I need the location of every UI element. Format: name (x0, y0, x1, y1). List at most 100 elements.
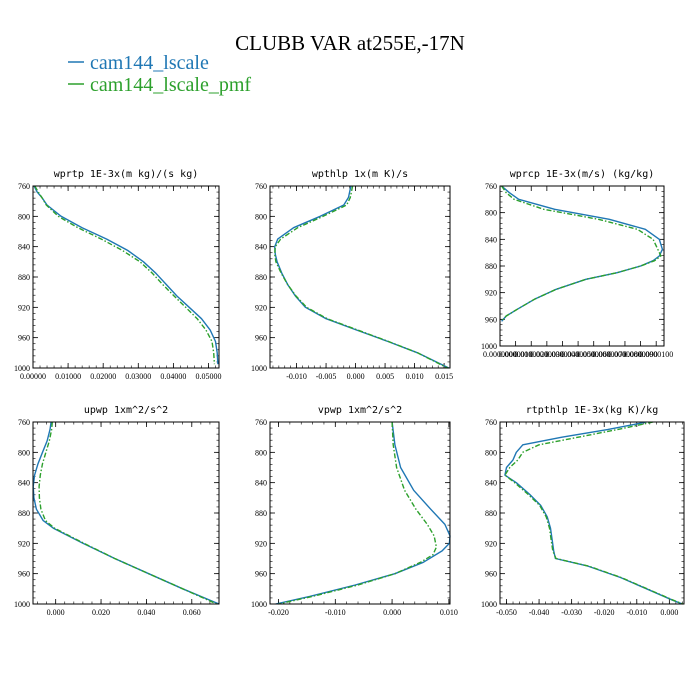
x-tick-label: 0.040 (137, 608, 155, 617)
x-tick-label: 0.05000 (195, 372, 221, 381)
x-tick-label: -0.005 (316, 372, 337, 381)
y-tick-label: 840 (18, 479, 30, 488)
x-tick-label: -0.020 (268, 608, 289, 617)
x-tick-label: 0.0000090 (624, 350, 658, 359)
x-tick-label: 0.000 (47, 608, 65, 617)
y-tick-label: 760 (18, 418, 30, 427)
x-tick-label: 0.000 (347, 372, 365, 381)
y-tick-label: 760 (255, 182, 267, 191)
y-tick-label: 1000 (251, 600, 267, 609)
y-tick-label: 1000 (481, 342, 497, 351)
y-tick-label: 840 (485, 235, 497, 244)
y-tick-label: 800 (255, 212, 267, 221)
x-tick-label: 0.010 (440, 608, 458, 617)
figure-title: CLUBB VAR at255E,-17N (235, 31, 465, 55)
y-tick-label: 880 (255, 509, 267, 518)
x-tick-label: -0.030 (561, 608, 582, 617)
y-tick-label: 920 (485, 539, 497, 548)
x-tick-label: 0.0000100 (639, 350, 673, 359)
y-tick-label: 1000 (14, 600, 30, 609)
panel-4: vpwp 1xm^2/s^2 -0.020 -0.010 0.000 0.010 760 8… (251, 405, 458, 617)
x-tick-label: -0.010 (325, 608, 346, 617)
x-tick-label: 0.010 (406, 372, 424, 381)
legend: cam144_lscale cam144_lscale_pmf (68, 52, 251, 96)
x-tick-label: 0.0000080 (608, 350, 642, 359)
panel-title: wprcp 1E-3x(m/s) (kg/kg) (510, 169, 655, 180)
x-tick-label: 0.000 (383, 608, 401, 617)
x-tick-label: 0.00000 (20, 372, 46, 381)
y-tick-label: 960 (255, 570, 267, 579)
x-tick-label: 0.0000040 (545, 350, 579, 359)
x-tick-label: -0.010 (626, 608, 647, 617)
x-tick-label: -0.040 (529, 608, 550, 617)
x-tick-label: 0.02000 (90, 372, 116, 381)
x-tick-label: 0.0000060 (577, 350, 611, 359)
x-tick-label: 0.060 (183, 608, 201, 617)
x-tick-label: 0.0000020 (514, 350, 548, 359)
y-tick-label: 920 (255, 303, 267, 312)
y-tick-label: 1000 (14, 364, 30, 373)
series-line-lscale (275, 421, 451, 605)
y-tick-label: 920 (485, 289, 497, 298)
x-tick-label: 0.020 (92, 608, 110, 617)
panel-title: vpwp 1xm^2/s^2 (318, 405, 402, 416)
y-tick-label: 880 (18, 509, 30, 518)
y-tick-label: 800 (485, 209, 497, 218)
plot-frame (499, 185, 665, 347)
y-tick-label: 960 (18, 334, 30, 343)
panel-5: rtpthlp 1E-3x(kg K)/kg -0.050 -0.040 -0.030… (481, 405, 685, 617)
series-line-lscale-pmf (278, 421, 438, 605)
y-tick-label: 800 (485, 448, 497, 457)
plot-frame (269, 421, 451, 605)
y-tick-label: 840 (255, 479, 267, 488)
y-tick-label: 880 (255, 273, 267, 282)
y-tick-label: 760 (485, 418, 497, 427)
y-tick-label: 840 (255, 243, 267, 252)
y-tick-label: 840 (485, 479, 497, 488)
panel-title: upwp 1xm^2/s^2 (84, 405, 168, 416)
panel-3: upwp 1xm^2/s^2 0.000 0.020 0.040 0.060 760 800… (14, 405, 220, 617)
series-line-lscale (33, 185, 219, 365)
panel-2: wprcp 1E-3x(m/s) (kg/kg)0.00000000.00000… (481, 169, 673, 359)
x-tick-label: 0.0000000 (483, 350, 517, 359)
y-tick-label: 920 (18, 303, 30, 312)
y-tick-label: 800 (18, 212, 30, 221)
series-line-lscale (504, 421, 683, 605)
series-line-lscale (501, 185, 664, 322)
x-tick-label: -0.010 (286, 372, 307, 381)
x-tick-label: -0.050 (496, 608, 517, 617)
y-tick-label: 760 (485, 182, 497, 191)
x-tick-label: 0.0000010 (499, 350, 533, 359)
series-line-lscale-pmf (274, 185, 448, 369)
y-tick-label: 1000 (481, 600, 497, 609)
plot-frame (32, 185, 220, 369)
panel-0: wprtp 1E-3x(m kg)/(s kg) 0.00000 0.01000 0.… (14, 169, 221, 381)
y-tick-label: 880 (485, 509, 497, 518)
x-tick-label: 0.0000030 (530, 350, 564, 359)
x-tick-label: 0.04000 (160, 372, 186, 381)
series-line-lscale-pmf (38, 421, 217, 605)
series-line-lscale-pmf (34, 185, 216, 365)
y-tick-label: 920 (255, 539, 267, 548)
legend-label-1: cam144_lscale_pmf (90, 74, 251, 96)
panel-title: rtpthlp 1E-3x(kg K)/kg (526, 405, 658, 416)
y-tick-label: 800 (255, 448, 267, 457)
panel-title: wpthlp 1x(m K)/s (312, 169, 408, 180)
y-tick-label: 760 (255, 418, 267, 427)
series-line-lscale (32, 421, 220, 605)
x-tick-label: 0.000 (660, 608, 678, 617)
y-tick-label: 960 (255, 334, 267, 343)
series-line-lscale (274, 185, 450, 369)
x-tick-label: -0.020 (594, 608, 615, 617)
plot-frame (269, 185, 451, 369)
x-tick-label: 0.0000070 (592, 350, 626, 359)
y-tick-label: 960 (18, 570, 30, 579)
x-tick-label: 0.03000 (125, 372, 151, 381)
x-tick-label: 0.015 (435, 372, 453, 381)
panel-1: wpthlp 1x(m K)/s -0.010 -0.005 0.000 0.005 0.… (251, 169, 453, 381)
x-tick-label: 0.005 (376, 372, 394, 381)
y-tick-label: 1000 (251, 364, 267, 373)
series-line-lscale-pmf (504, 421, 684, 605)
x-tick-label: 0.01000 (55, 372, 81, 381)
